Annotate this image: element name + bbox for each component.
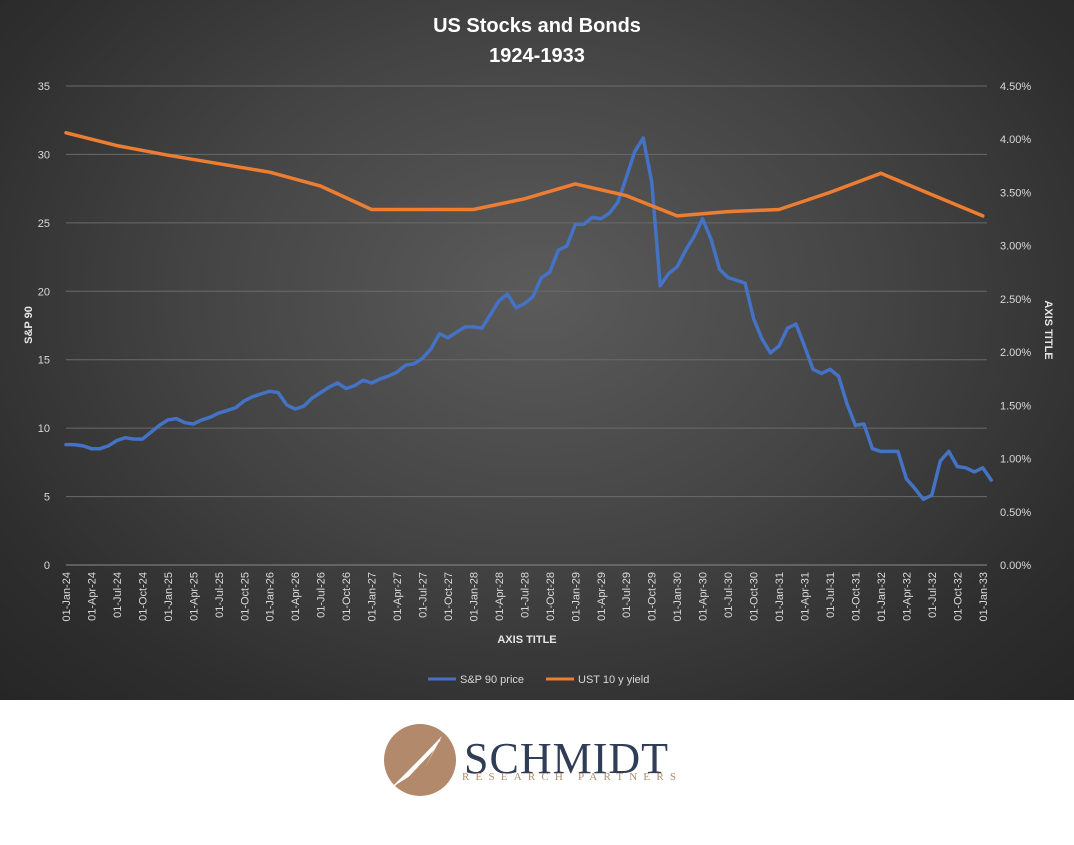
x-tick-label: 01-Oct-27 (443, 572, 455, 621)
x-tick-label: 01-Jan-26 (265, 572, 277, 622)
x-tick-label: 01-Apr-24 (87, 572, 99, 621)
y-axis-right-ticks: 0.00% 0.50% 1.00% 1.50% 2.00% 2.50% 3.00% 3.50%… (1000, 81, 1031, 572)
x-tick-label: 01-Jan-28 (468, 572, 480, 622)
chart-subtitle: 1924-1933 (489, 45, 585, 67)
legend: S&P 90 price UST 10 y yield (428, 674, 649, 686)
gridlines (66, 85, 987, 566)
y-left-tick-label: 35 (38, 81, 50, 93)
logo-wordmark: SCHMIDT (464, 734, 670, 783)
y-right-tick-label: 1.50% (1000, 400, 1031, 412)
x-tick-label: 01-Oct-28 (545, 572, 557, 621)
x-tick-label: 01-Apr-28 (494, 572, 506, 621)
y-left-tick-label: 20 (38, 286, 50, 298)
y-right-tick-label: 2.00% (1000, 347, 1031, 359)
y-right-tick-label: 2.50% (1000, 294, 1031, 306)
x-tick-label: 01-Jan-30 (672, 572, 684, 622)
series-line-1 (64, 131, 985, 218)
y-left-tick-label: 10 (38, 423, 50, 435)
y-right-tick-label: 4.50% (1000, 81, 1031, 93)
legend-label-ust10y: UST 10 y yield (578, 674, 649, 686)
x-tick-label: 01-Jul-26 (316, 572, 328, 618)
x-axis-label: AXIS TITLE (497, 634, 556, 646)
x-tick-label: 01-Jan-31 (774, 572, 786, 622)
x-tick-label: 01-Oct-24 (137, 572, 149, 621)
x-tick-label: 01-Jul-25 (214, 572, 226, 618)
y-right-tick-label: 3.00% (1000, 241, 1031, 253)
logo-area: SCHMIDT RESEARCH PARTNERS (0, 700, 1074, 845)
series-lines (64, 131, 993, 502)
x-tick-label: 01-Apr-27 (392, 572, 404, 621)
logo-tagline: RESEARCH PARTNERS (462, 771, 683, 783)
chart-area: US Stocks and Bonds 1924-1933 0 5 10 15 20 25… (0, 0, 1074, 700)
y-right-tick-label: 1.00% (1000, 454, 1031, 466)
y-right-tick-label: 3.50% (1000, 187, 1031, 199)
x-tick-label: 01-Jul-31 (825, 572, 837, 618)
x-tick-label: 01-Oct-31 (850, 572, 862, 621)
x-tick-label: 01-Jul-32 (927, 572, 939, 618)
logo-emblem-icon (384, 724, 456, 796)
y-right-tick-label: 0.00% (1000, 560, 1031, 572)
x-tick-label: 01-Apr-31 (800, 572, 812, 621)
y-axis-right-label: AXIS TITLE (1042, 300, 1054, 359)
y-right-tick-label: 0.50% (1000, 507, 1031, 519)
x-tick-label: 01-Jul-24 (112, 572, 124, 618)
x-tick-label: 01-Jan-25 (163, 572, 175, 622)
x-tick-label: 01-Oct-25 (239, 572, 251, 621)
x-tick-label: 01-Oct-26 (341, 572, 353, 621)
legend-label-sp90: S&P 90 price (460, 674, 524, 686)
y-right-tick-label: 4.00% (1000, 134, 1031, 146)
chart-title: US Stocks and Bonds (433, 15, 641, 37)
x-tick-label: 01-Oct-30 (749, 572, 761, 621)
y-left-tick-label: 5 (44, 492, 50, 504)
x-tick-label: 01-Jan-24 (61, 572, 73, 622)
x-tick-label: 01-Jul-29 (621, 572, 633, 618)
x-tick-label: 01-Apr-26 (290, 572, 302, 621)
x-tick-label: 01-Apr-25 (188, 572, 200, 621)
x-tick-label: 01-Apr-30 (698, 572, 710, 621)
x-tick-label: 01-Jul-28 (519, 572, 531, 618)
x-tick-label: 01-Jan-32 (876, 572, 888, 622)
x-tick-label: 01-Apr-32 (901, 572, 913, 621)
chart-svg: US Stocks and Bonds 1924-1933 0 5 10 15 20 25… (23, 15, 1054, 686)
y-left-tick-label: 30 (38, 149, 50, 161)
x-axis-ticks: 01-Jan-24 01-Apr-24 01-Jul-24 01-Oct-24 01-J… (61, 572, 990, 622)
y-left-tick-label: 25 (38, 218, 50, 230)
x-tick-label: 01-Oct-32 (952, 572, 964, 621)
x-tick-label: 01-Jul-30 (723, 572, 735, 618)
x-tick-label: 01-Jan-29 (570, 572, 582, 622)
x-tick-label: 01-Jul-27 (418, 572, 430, 618)
y-left-tick-label: 0 (44, 560, 50, 572)
x-tick-label: 01-Apr-29 (596, 572, 608, 621)
x-tick-label: 01-Oct-29 (647, 572, 659, 621)
series-line-0 (64, 136, 993, 502)
x-tick-label: 01-Jan-27 (367, 572, 379, 622)
x-tick-label: 01-Jan-33 (978, 572, 990, 622)
y-axis-left-ticks: 0 5 10 15 20 25 30 35 (38, 81, 50, 572)
y-left-tick-label: 15 (38, 355, 50, 367)
y-axis-left-label: S&P 90 (23, 306, 35, 344)
